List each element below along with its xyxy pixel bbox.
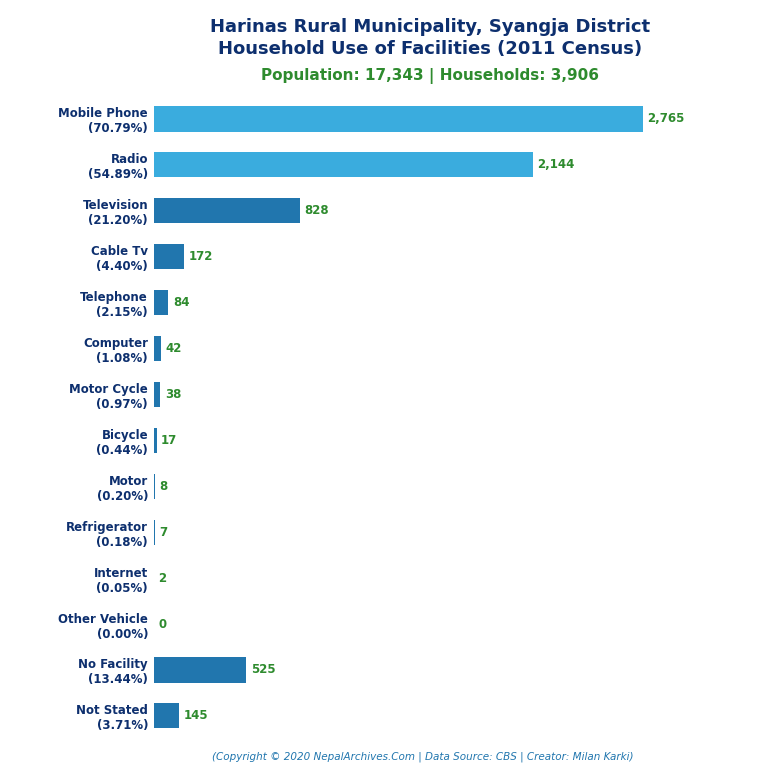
Bar (154, 198, 300, 223)
Text: 828: 828 (304, 204, 329, 217)
Text: Population: 17,343 | Households: 3,906: Population: 17,343 | Households: 3,906 (261, 68, 599, 84)
Text: 8: 8 (160, 480, 167, 493)
Text: 38: 38 (165, 388, 181, 401)
Text: 84: 84 (173, 296, 190, 309)
Text: 2: 2 (158, 571, 167, 584)
Bar (154, 428, 157, 453)
Text: 172: 172 (188, 250, 213, 263)
Text: 42: 42 (165, 342, 182, 355)
Text: 145: 145 (184, 710, 208, 723)
Text: 0: 0 (158, 617, 166, 631)
Bar (154, 382, 161, 407)
Bar (154, 152, 533, 177)
Text: (Copyright © 2020 NepalArchives.Com | Data Source: CBS | Creator: Milan Karki): (Copyright © 2020 NepalArchives.Com | Da… (212, 751, 633, 762)
Text: Household Use of Facilities (2011 Census): Household Use of Facilities (2011 Census… (218, 40, 642, 58)
Bar (154, 520, 155, 545)
Bar (154, 703, 179, 729)
Text: 2,144: 2,144 (538, 158, 574, 171)
Bar (154, 474, 155, 499)
Bar (154, 106, 643, 131)
Text: 525: 525 (251, 664, 276, 677)
Text: Harinas Rural Municipality, Syangja District: Harinas Rural Municipality, Syangja Dist… (210, 18, 650, 35)
Bar (154, 290, 168, 315)
Bar (154, 244, 184, 270)
Bar (154, 336, 161, 361)
Bar (154, 657, 247, 683)
Text: 2,765: 2,765 (647, 112, 684, 125)
Text: 7: 7 (159, 526, 167, 538)
Text: 17: 17 (161, 434, 177, 447)
